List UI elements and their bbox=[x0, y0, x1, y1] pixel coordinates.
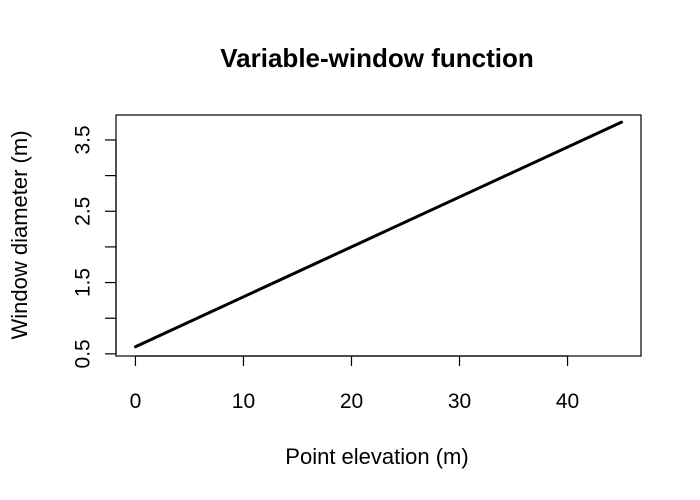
x-axis-label: Point elevation (m) bbox=[285, 444, 468, 469]
x-tick-label: 10 bbox=[232, 390, 255, 413]
x-tick-label: 30 bbox=[448, 390, 471, 413]
x-tick-label: 40 bbox=[556, 390, 579, 413]
series-layer bbox=[133, 120, 624, 349]
y-tick-label: 2.5 bbox=[72, 197, 95, 226]
y-axis: 0.5 1.5 2.5 3.5 bbox=[72, 125, 117, 368]
y-tick-label: 0.5 bbox=[72, 339, 95, 368]
x-tick-label: 0 bbox=[130, 390, 142, 413]
y-axis-label: Window diameter (m) bbox=[7, 130, 32, 339]
x-axis: 0 10 20 30 40 bbox=[130, 355, 579, 413]
y-tick-label: 1.5 bbox=[72, 268, 95, 297]
x-tick-label: 20 bbox=[340, 390, 363, 413]
y-tick-label: 3.5 bbox=[72, 125, 95, 154]
series-line bbox=[133, 120, 624, 349]
chart-title: Variable-window function bbox=[220, 43, 533, 73]
